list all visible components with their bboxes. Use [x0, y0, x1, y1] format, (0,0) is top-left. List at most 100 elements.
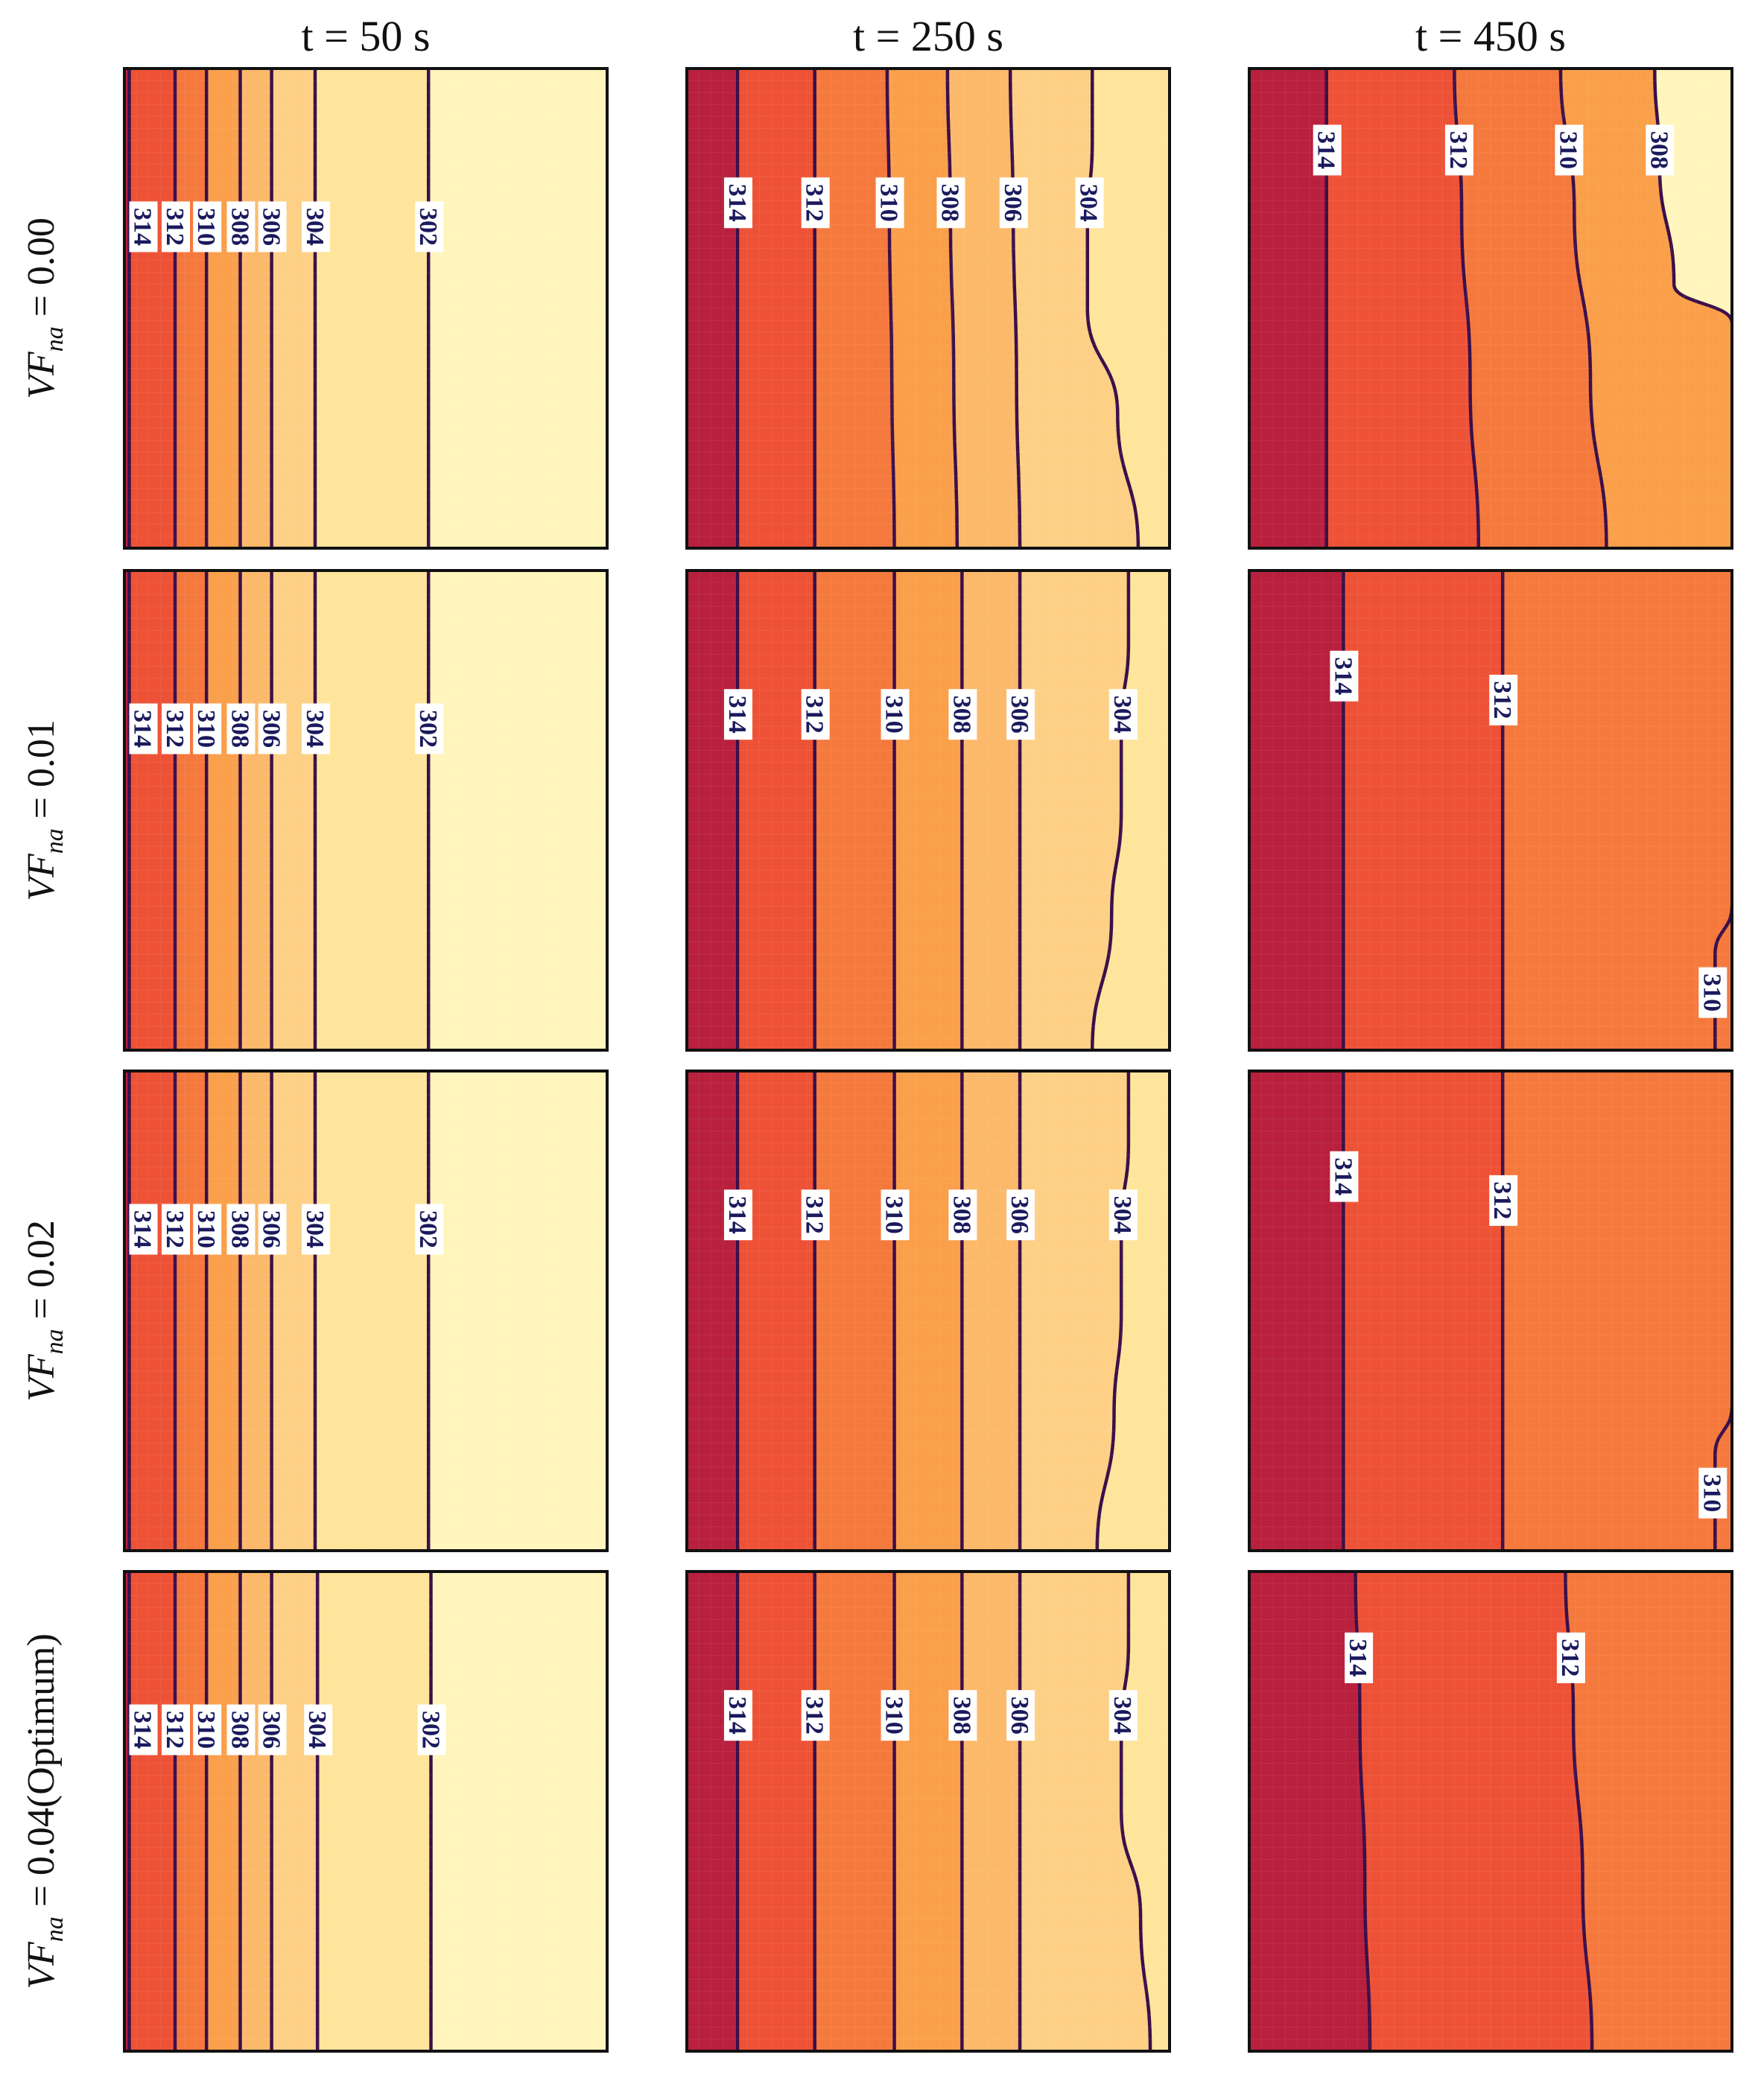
- contour-label-304: 304: [301, 703, 330, 754]
- contour-label-310: 310: [192, 1204, 222, 1255]
- contour-label-310: 310: [1698, 967, 1727, 1018]
- contour-label-312: 312: [1488, 1175, 1518, 1226]
- contour-label-314: 314: [129, 1704, 158, 1755]
- panel-r1-c2: 314 312 310 308 306 304: [685, 67, 1171, 550]
- contour-label-314: 314: [129, 1204, 158, 1255]
- contour-label-text: 314: [129, 1711, 156, 1749]
- contour-label-bg: [1108, 1189, 1138, 1241]
- contour-label-text: 314: [129, 710, 156, 748]
- contour-label-306: 306: [1006, 1189, 1035, 1241]
- contour-label-text: 314: [723, 1196, 751, 1234]
- contour-label-312: 312: [801, 689, 830, 740]
- contour-label-bg: [724, 177, 752, 229]
- contour-label-bg: [302, 703, 330, 754]
- contour-label-314: 314: [1344, 1632, 1374, 1683]
- panel-r2-c3: 314 312 310: [1248, 569, 1733, 1052]
- panel-frame: [1248, 1070, 1733, 1552]
- panel-r2-c2: 314 312 310 308 306 304: [685, 569, 1171, 1052]
- column-title-1: t = 50 s: [302, 12, 431, 60]
- contour-label-bg: [258, 1704, 287, 1755]
- row-label-var: VF: [20, 1353, 63, 1402]
- contour-label-314: 314: [1313, 124, 1342, 176]
- band-fill: [428, 69, 607, 548]
- contour-label-bg: [258, 201, 287, 252]
- contour-label-bg: [1698, 967, 1727, 1018]
- contour-label-bg: [1489, 674, 1518, 725]
- contour-label-310: 310: [881, 1189, 910, 1241]
- contour-label-310: 310: [192, 1704, 222, 1755]
- contour-label-312: 312: [1556, 1632, 1585, 1683]
- contour-label-text: 312: [1488, 681, 1516, 719]
- contour-label-text: 310: [875, 184, 903, 222]
- contour-label-text: 308: [936, 184, 964, 222]
- band-fill: [428, 1071, 607, 1551]
- contour-label-text: 306: [258, 1711, 285, 1749]
- contour-label-308: 308: [226, 1204, 256, 1255]
- panel-r4-c1: 314 312 310 308 306 304 302: [123, 1570, 609, 2053]
- row-label-value: = 0.01: [20, 719, 63, 828]
- contour-label-bg: [724, 1690, 752, 1741]
- contour-label-bg: [129, 703, 158, 754]
- contour-label-text: 310: [1554, 131, 1581, 169]
- contour-label-314: 314: [723, 177, 752, 229]
- contour-label-312: 312: [161, 1704, 190, 1755]
- contour-line-308: [1653, 69, 1732, 323]
- contour-label-text: 310: [1698, 1474, 1725, 1512]
- contour-label-text: 306: [1006, 1196, 1033, 1234]
- contour-label-text: 312: [161, 1711, 188, 1749]
- contour-label-304: 304: [303, 1704, 333, 1755]
- panel-frame: [1248, 569, 1733, 1052]
- contour-label-bg: [1646, 124, 1675, 176]
- contour-label-text: 314: [1344, 1639, 1371, 1677]
- contour-label-bg: [415, 1204, 444, 1255]
- contour-label-306: 306: [1006, 689, 1035, 740]
- contour-label-306: 306: [258, 1204, 287, 1255]
- panel-frame: [685, 1570, 1171, 2053]
- panel-r4-c2: 314 312 310 308 306 304: [685, 1570, 1171, 2053]
- band-fill: [428, 571, 607, 1050]
- contour-label-bg: [1006, 689, 1035, 740]
- contour-label-text: 304: [301, 208, 329, 246]
- panel-r3-c3: 314 312 310: [1248, 1070, 1733, 1552]
- contour-label-text: 302: [414, 1210, 442, 1248]
- band-fill: [1087, 69, 1170, 548]
- contour-line-310: [1713, 906, 1732, 1050]
- contour-label-text: 314: [1313, 131, 1340, 169]
- contour-label-text: 312: [161, 208, 188, 246]
- panel-r4-c3: 314 312: [1248, 1570, 1733, 2053]
- contour-label-bg: [1108, 1690, 1138, 1741]
- contour-label-306: 306: [999, 177, 1028, 229]
- contour-label-306: 306: [258, 703, 287, 754]
- contour-label-312: 312: [1444, 124, 1473, 176]
- contour-label-bg: [226, 703, 256, 754]
- contour-label-text: 306: [258, 208, 285, 246]
- contour-label-text: 308: [226, 1711, 254, 1749]
- contour-label-bg: [1555, 124, 1584, 176]
- contour-line-304: [1085, 69, 1140, 548]
- panel-frame: [123, 1070, 609, 1552]
- contour-label-304: 304: [1075, 177, 1104, 229]
- contour-line-310: [885, 69, 896, 548]
- contour-label-text: 314: [723, 696, 751, 734]
- contour-label-bg: [129, 1204, 158, 1255]
- contour-label-308: 308: [948, 1690, 977, 1741]
- contour-label-bg: [162, 201, 190, 252]
- contour-label-text: 312: [1444, 131, 1472, 169]
- contour-label-304: 304: [301, 1204, 330, 1255]
- contour-label-bg: [875, 177, 904, 229]
- contour-label-bg: [1006, 1189, 1035, 1241]
- contour-label-bg: [1330, 650, 1359, 702]
- contour-label-304: 304: [301, 201, 330, 252]
- row-label-sub: na: [41, 1916, 69, 1942]
- contour-label-312: 312: [801, 1690, 830, 1741]
- row-label-3: VFna = 0.02: [20, 1220, 69, 1402]
- panel-r3-c2: 314 312 310 308 306 304: [685, 1070, 1171, 1552]
- contour-label-text: 314: [1329, 657, 1357, 695]
- contour-label-text: 314: [129, 1210, 156, 1248]
- contour-label-text: 312: [801, 1697, 828, 1735]
- contour-label-314: 314: [1329, 1151, 1359, 1202]
- contour-label-314: 314: [723, 1690, 752, 1741]
- contour-label-302: 302: [414, 703, 444, 754]
- contour-label-bg: [1698, 1467, 1727, 1519]
